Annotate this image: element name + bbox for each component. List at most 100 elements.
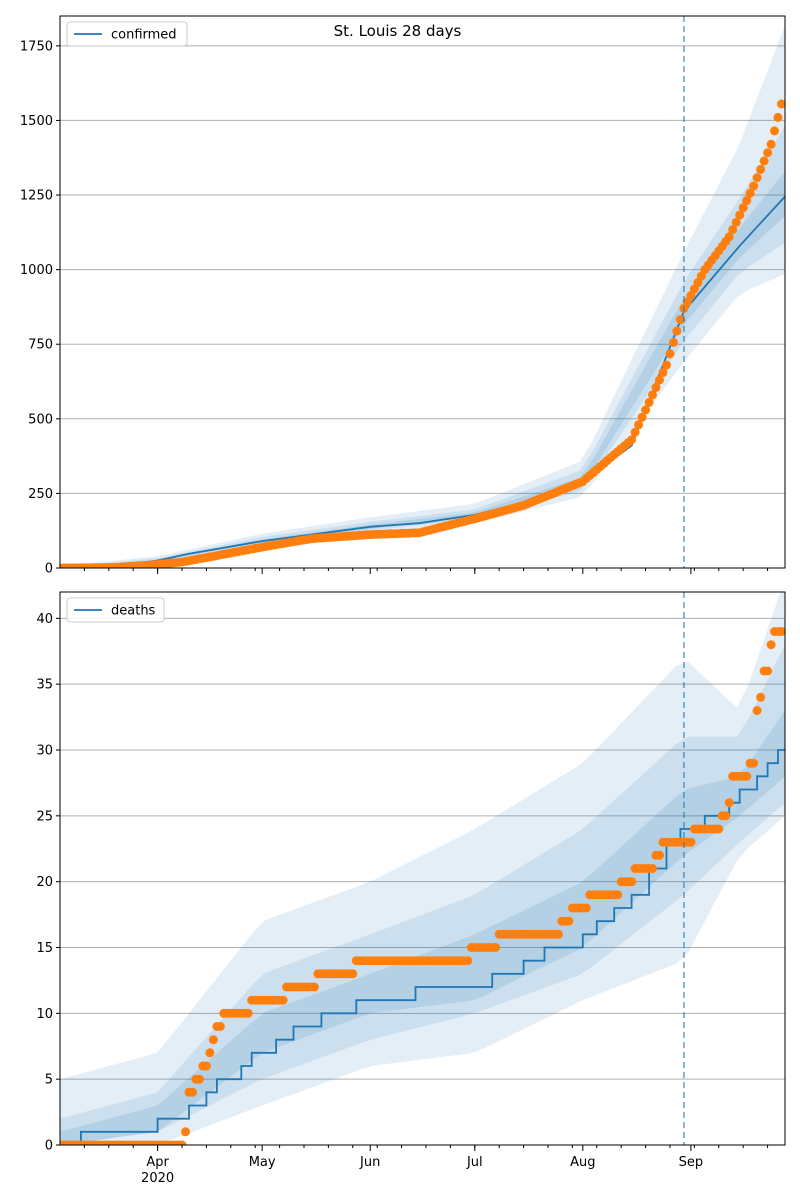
legend: confirmed bbox=[66, 21, 188, 47]
observed-point bbox=[686, 837, 696, 847]
y-tick-label: 1000 bbox=[20, 263, 53, 278]
observed-point bbox=[194, 1074, 204, 1084]
observed-point bbox=[773, 112, 783, 122]
observed-point bbox=[644, 397, 654, 407]
observed-point bbox=[205, 1048, 215, 1058]
observed-point bbox=[759, 156, 769, 166]
observed-point bbox=[763, 666, 773, 676]
observed-point bbox=[724, 798, 734, 808]
y-tick-label: 250 bbox=[28, 487, 53, 502]
observed-point bbox=[637, 412, 647, 422]
band-outer bbox=[60, 592, 785, 1145]
axes-frame bbox=[59, 591, 786, 1146]
observed-point bbox=[777, 99, 785, 109]
model-step-deaths bbox=[60, 749, 785, 1145]
axes-frame bbox=[59, 15, 786, 569]
uncertainty-bands bbox=[60, 25, 785, 568]
observed-point bbox=[777, 627, 785, 636]
x-tick-sublabel: 2020 bbox=[141, 1171, 174, 1186]
observed-point bbox=[651, 383, 661, 392]
y-tick-label: 750 bbox=[28, 338, 53, 353]
observed-points bbox=[60, 99, 785, 568]
observed-point bbox=[724, 232, 734, 242]
observed-point bbox=[749, 758, 759, 768]
chart-title: St. Louis 28 days bbox=[334, 22, 462, 40]
observed-point bbox=[658, 368, 668, 378]
band-middle bbox=[60, 126, 785, 568]
observed-point bbox=[721, 811, 731, 821]
observed-point bbox=[728, 225, 738, 235]
x-tick-label: Apr bbox=[146, 1155, 169, 1170]
observed-point bbox=[738, 203, 748, 213]
observed-point bbox=[742, 196, 752, 206]
observed-point bbox=[634, 420, 644, 430]
legend-label: confirmed bbox=[111, 28, 177, 43]
x-tick-label: Jul bbox=[466, 1155, 483, 1170]
y-tick-label: 1500 bbox=[20, 114, 53, 129]
observed-point bbox=[672, 326, 682, 336]
observed-point bbox=[745, 188, 755, 198]
observed-point bbox=[564, 916, 574, 926]
y-tick-label: 10 bbox=[36, 1007, 53, 1022]
observed-point bbox=[630, 427, 640, 437]
observed-point bbox=[655, 850, 664, 860]
observed-point bbox=[215, 1022, 225, 1031]
y-tick-label: 40 bbox=[36, 612, 53, 627]
y-tick-label: 35 bbox=[36, 678, 53, 693]
observed-point bbox=[627, 435, 637, 445]
y-tick-label: 30 bbox=[36, 744, 53, 759]
observed-point bbox=[201, 1061, 211, 1071]
observed-point bbox=[766, 640, 776, 650]
confirmed-panel: 0 250 500 750 1000 1250 1500 1750 St. Louis 28 d… bbox=[20, 15, 786, 577]
y-tick-label: 0 bbox=[45, 562, 53, 577]
x-tick-label: May bbox=[249, 1155, 276, 1170]
observed-point bbox=[648, 864, 657, 873]
observed-point bbox=[752, 173, 762, 183]
y-tick-label: 500 bbox=[28, 412, 53, 427]
observed-point bbox=[627, 877, 637, 887]
legend-label: deaths bbox=[111, 604, 156, 619]
observed-point bbox=[662, 360, 671, 370]
observed-point bbox=[749, 181, 759, 191]
observed-point bbox=[735, 210, 745, 220]
observed-point bbox=[648, 390, 657, 400]
observed-point bbox=[756, 164, 766, 174]
observed-point bbox=[756, 692, 766, 702]
observed-point bbox=[770, 126, 779, 136]
observed-point bbox=[655, 375, 664, 385]
observed-point bbox=[581, 903, 591, 913]
observed-point bbox=[278, 995, 288, 1005]
series-layer bbox=[60, 99, 785, 568]
y-tick-label: 0 bbox=[45, 1139, 53, 1154]
observed-point bbox=[613, 890, 623, 900]
observed-points bbox=[60, 627, 785, 1145]
observed-point bbox=[669, 337, 678, 347]
legend-box bbox=[66, 597, 165, 623]
observed-point bbox=[348, 969, 358, 979]
legend-box bbox=[66, 21, 188, 47]
series-layer bbox=[60, 627, 785, 1145]
observed-point bbox=[763, 148, 773, 158]
observed-point bbox=[177, 1140, 187, 1145]
observed-point bbox=[641, 405, 651, 415]
observed-point bbox=[766, 139, 776, 149]
legend: deaths bbox=[66, 597, 165, 623]
observed-point bbox=[491, 943, 501, 952]
y-tick-label: 25 bbox=[36, 809, 53, 824]
band-middle bbox=[60, 644, 785, 1145]
x-tick-label: Sep bbox=[679, 1155, 704, 1170]
observed-point bbox=[208, 1035, 218, 1045]
y-tick-label: 1750 bbox=[20, 39, 53, 54]
observed-point bbox=[553, 929, 563, 939]
y-tick-label: 20 bbox=[36, 875, 53, 890]
observed-point bbox=[731, 217, 741, 227]
observed-point bbox=[181, 1127, 190, 1137]
observed-point bbox=[463, 956, 473, 966]
y-tick-label: 5 bbox=[45, 1073, 53, 1088]
observed-point bbox=[742, 771, 752, 781]
band-inner bbox=[60, 710, 785, 1145]
y-tick-label: 15 bbox=[36, 941, 53, 956]
observed-point bbox=[665, 349, 675, 359]
